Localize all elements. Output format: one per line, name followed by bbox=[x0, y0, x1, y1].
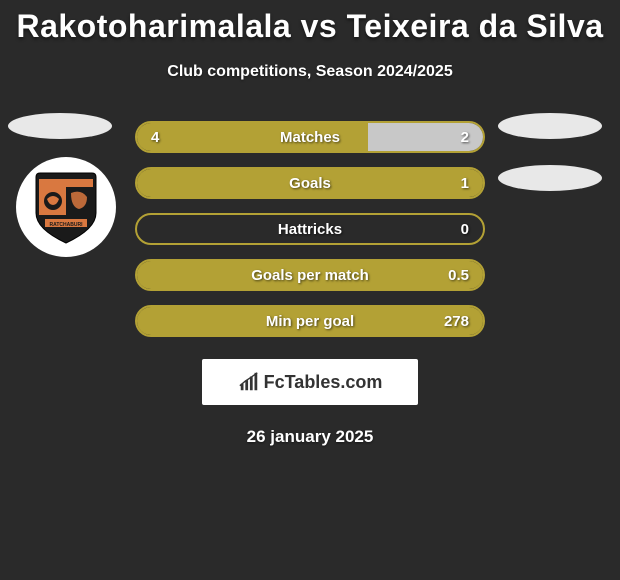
stat-label: Hattricks bbox=[137, 221, 483, 238]
stat-value-right: 1 bbox=[461, 175, 469, 192]
page-title: Rakotoharimalala vs Teixeira da Silva bbox=[0, 8, 620, 45]
stats-area: RATCHABURI Matches4 2 Goals1 Hattricks0 Goal… bbox=[0, 121, 620, 447]
footer-brand-logo: FcTables.com bbox=[202, 359, 418, 405]
subtitle: Club competitions, Season 2024/2025 bbox=[0, 63, 620, 81]
stat-label: Goals bbox=[137, 175, 483, 192]
infographic-container: Rakotoharimalala vs Teixeira da Silva Cl… bbox=[0, 0, 620, 447]
svg-text:RATCHABURI: RATCHABURI bbox=[50, 222, 84, 228]
team-logo-left: RATCHABURI bbox=[16, 157, 116, 257]
stat-value-left: 4 bbox=[151, 129, 159, 146]
stat-value-right: 278 bbox=[444, 313, 469, 330]
stat-value-right: 0.5 bbox=[448, 267, 469, 284]
chart-icon bbox=[238, 371, 260, 393]
stat-label: Goals per match bbox=[137, 267, 483, 284]
stat-row: Min per goal278 bbox=[135, 305, 485, 337]
stat-row: Goals per match0.5 bbox=[135, 259, 485, 291]
placeholder-ellipse-right-1 bbox=[498, 113, 602, 139]
stat-rows: Matches4 2 Goals1 Hattricks0 Goals per match… bbox=[135, 121, 485, 337]
date-text: 26 january 2025 bbox=[0, 427, 620, 447]
placeholder-ellipse-right-2 bbox=[498, 165, 602, 191]
stat-label: Matches bbox=[137, 129, 483, 146]
stat-row: Matches4 2 bbox=[135, 121, 485, 153]
shield-icon: RATCHABURI bbox=[31, 169, 101, 245]
placeholder-ellipse-left bbox=[8, 113, 112, 139]
stat-label: Min per goal bbox=[137, 313, 483, 330]
stat-row: Goals1 bbox=[135, 167, 485, 199]
stat-row: Hattricks0 bbox=[135, 213, 485, 245]
stat-value-right: 0 bbox=[461, 221, 469, 238]
stat-value-right: 2 bbox=[461, 129, 469, 146]
footer-brand-text: FcTables.com bbox=[264, 372, 383, 393]
